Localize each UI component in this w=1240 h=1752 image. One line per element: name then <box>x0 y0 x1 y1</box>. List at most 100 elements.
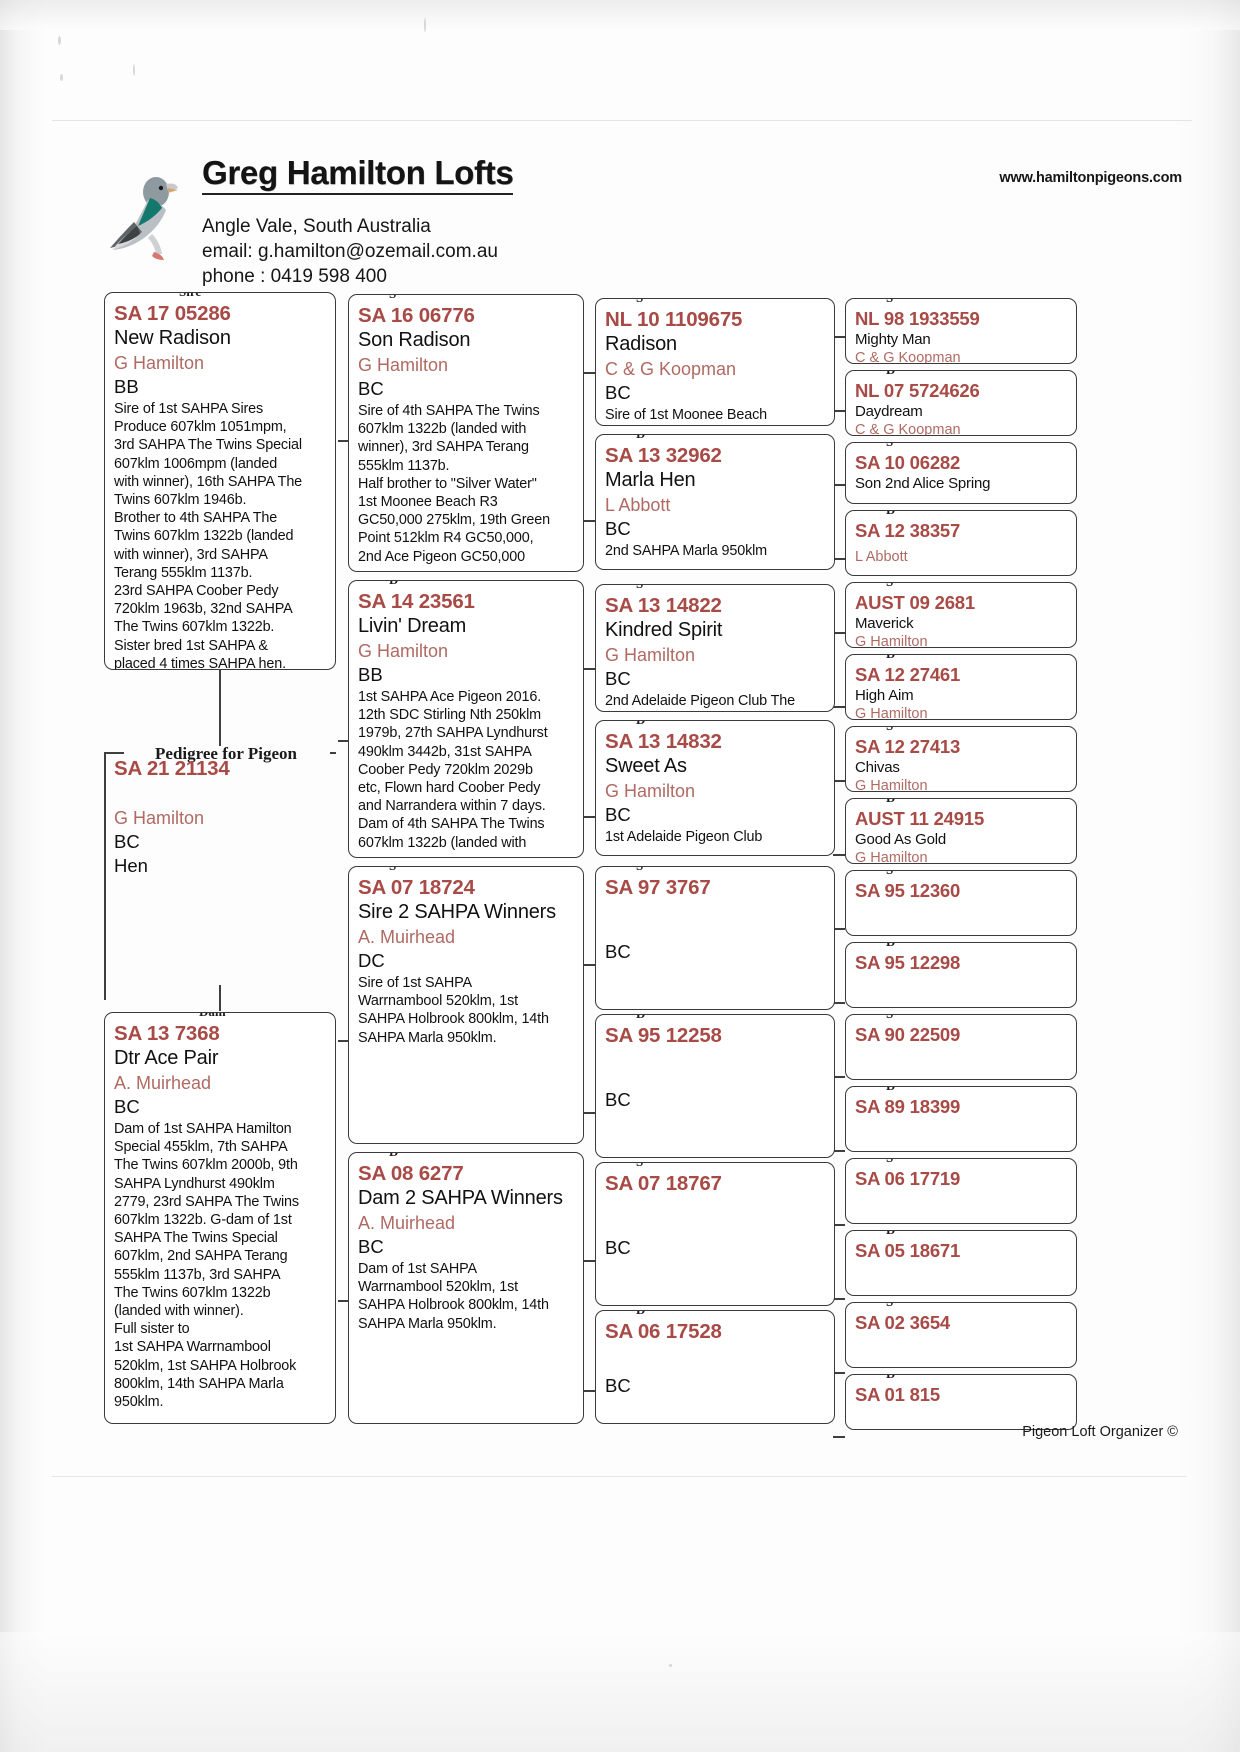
connector <box>338 440 348 442</box>
ring-number: SA 95 12258 <box>605 1024 722 1047</box>
ring-number: SA 97 3767 <box>605 876 711 899</box>
pigeon-name: New Radison <box>114 327 231 349</box>
ring-number: SA 01 815 <box>855 1384 940 1405</box>
performance-notes: 2nd SAHPA Marla 950klm <box>605 543 768 559</box>
pedigree-card-g3-5[interactable]: S SA 97 3767 BC <box>595 866 835 1010</box>
colour-code: BC <box>605 518 631 539</box>
colour-code: BC <box>605 382 631 403</box>
pedigree-card-g4-8[interactable]: D AUST 11 24915 Good As Gold G Hamilton <box>845 798 1077 864</box>
ring-number: SA 06 17719 <box>855 1168 961 1189</box>
pedigree-card-sire-dam[interactable]: D SA 14 23561 Livin' Dream G Hamilton BB… <box>348 580 584 858</box>
pedigree-card-dam[interactable]: Dam SA 13 7368 Dtr Ace Pair A. Muirhead … <box>104 1012 336 1424</box>
card-tag-d: D <box>630 721 652 727</box>
pedigree-card-g4-5[interactable]: S AUST 09 2681 Maverick G Hamilton <box>845 582 1077 648</box>
scan-edge-top <box>0 0 1240 30</box>
breeder-name: L Abbott <box>855 549 908 565</box>
pedigree-card-g3-7[interactable]: S SA 07 18767 BC <box>595 1162 835 1306</box>
subject-pigeon-block: SA 21 21134 G Hamilton BC Hen <box>104 756 336 878</box>
performance-notes: Sire of 1st SAHPA Sires Produce 607klm 1… <box>114 401 303 670</box>
pigeon-name: Maverick <box>855 615 914 632</box>
pedigree-card-g4-3[interactable]: S SA 10 06282 Son 2nd Alice Spring <box>845 442 1077 504</box>
pedigree-card-g4-4[interactable]: D SA 12 38357 L Abbott <box>845 510 1077 576</box>
card-tag-s: S <box>880 727 900 733</box>
ring-number: SA 13 14832 <box>605 730 722 753</box>
pedigree-card-g4-9[interactable]: S SA 95 12360 <box>845 870 1077 936</box>
pigeon-name: Son 2nd Alice Spring <box>855 475 991 492</box>
breeder-name: A. Muirhead <box>114 1073 212 1093</box>
connector <box>833 928 845 930</box>
connector <box>833 336 845 338</box>
pedigree-card-g4-14[interactable]: D SA 05 18671 <box>845 1230 1077 1296</box>
breeder-name: G Hamilton <box>855 778 928 792</box>
card-tag-s: S <box>630 299 650 305</box>
pigeon-name: Mighty Man <box>855 331 931 348</box>
pedigree-card-g3-3[interactable]: S SA 13 14822 Kindred Spirit G Hamilton … <box>595 584 835 712</box>
ring-number: SA 08 6277 <box>358 1162 464 1185</box>
connector <box>833 1224 845 1226</box>
pigeon-name <box>605 1196 826 1236</box>
card-tag-d: D <box>880 1375 902 1381</box>
ring-number: NL 07 5724626 <box>855 380 980 401</box>
pedigree-card-g3-2[interactable]: D SA 13 32962 Marla Hen L Abbott BC 2nd … <box>595 434 835 570</box>
scan-edge-left <box>0 0 46 1752</box>
card-tag-s: S <box>383 295 403 301</box>
card-tag-d: D <box>383 581 405 587</box>
pedigree-card-g4-15[interactable]: S SA 02 3654 <box>845 1302 1077 1368</box>
pigeon-name: Good As Gold <box>855 831 946 848</box>
connector <box>338 1040 348 1042</box>
colour-code: BC <box>114 1096 140 1117</box>
pedigree-card-sire[interactable]: Sire SA 17 05286 New Radison G Hamilton … <box>104 292 336 670</box>
performance-notes: 1st SAHPA Ace Pigeon 2016. 12th SDC Stir… <box>358 689 548 851</box>
pedigree-card-sire-sire[interactable]: S SA 16 06776 Son Radison G Hamilton BC … <box>348 294 584 572</box>
scan-edge-bottom <box>0 1632 1240 1752</box>
connector <box>583 520 595 522</box>
connector <box>833 854 845 856</box>
ring-number: SA 89 18399 <box>855 1096 961 1117</box>
pedigree-card-g3-6[interactable]: D SA 95 12258 BC <box>595 1014 835 1158</box>
contact-location: Angle Vale, South Australia <box>202 216 431 237</box>
connector <box>833 632 845 634</box>
pedigree-card-dam-dam[interactable]: D SA 08 6277 Dam 2 SAHPA Winners A. Muir… <box>348 1152 584 1424</box>
connector <box>833 780 845 782</box>
pigeon-logo-icon <box>110 177 178 260</box>
connector <box>219 985 221 1011</box>
pedigree-card-g4-2[interactable]: D NL 07 5724626 Daydream C & G Koopman <box>845 370 1077 436</box>
pigeon-name: Sweet As <box>605 755 687 777</box>
card-tag-d: D <box>880 799 902 805</box>
connector <box>833 1002 845 1004</box>
pigeon-name: Son Radison <box>358 329 471 351</box>
ring-number: SA 12 38357 <box>855 520 961 541</box>
card-tag-d: D <box>880 1087 902 1093</box>
pigeon-name: Kindred Spirit <box>605 619 723 641</box>
website-url[interactable]: www.hamiltonpigeons.com <box>999 170 1182 186</box>
breeder-name: G Hamilton <box>855 850 928 864</box>
pedigree-card-g3-1[interactable]: S NL 10 1109675 Radison C & G Koopman BC… <box>595 298 835 426</box>
card-tag-s: S <box>880 583 900 589</box>
pedigree-card-g4-6[interactable]: D SA 12 27461 High Aim G Hamilton <box>845 654 1077 720</box>
pedigree-card-dam-sire[interactable]: S SA 07 18724 Sire 2 SAHPA Winners A. Mu… <box>348 866 584 1144</box>
card-tag-s: S <box>880 1303 900 1309</box>
card-tag-s: S <box>630 867 650 873</box>
breeder-name: A. Muirhead <box>358 927 456 947</box>
card-tag-d: D <box>880 371 902 377</box>
connector <box>833 410 845 412</box>
pedigree-card-g4-12[interactable]: D SA 89 18399 <box>845 1086 1077 1152</box>
pedigree-card-g4-11[interactable]: S SA 90 22509 <box>845 1014 1077 1080</box>
contact-phone: phone : 0419 598 400 <box>202 266 387 287</box>
subject-sex: Hen <box>114 855 148 876</box>
pedigree-card-g4-16[interactable]: D SA 01 815 <box>845 1374 1077 1430</box>
pigeon-name: Radison <box>605 333 677 355</box>
contact-email: email: g.hamilton@ozemail.com.au <box>202 241 498 262</box>
ring-number: SA 95 12360 <box>855 880 961 901</box>
performance-notes: 2nd Adelaide Pigeon Club The <box>605 693 795 709</box>
breeder-name: G Hamilton <box>114 353 205 373</box>
pedigree-card-g4-7[interactable]: S SA 12 27413 Chivas G Hamilton <box>845 726 1077 792</box>
pigeon-name <box>605 1048 826 1088</box>
pedigree-card-g3-4[interactable]: D SA 13 14832 Sweet As G Hamilton BC 1st… <box>595 720 835 856</box>
pedigree-card-g4-13[interactable]: S SA 06 17719 <box>845 1158 1077 1224</box>
pedigree-card-g4-10[interactable]: D SA 95 12298 <box>845 942 1077 1008</box>
breeder-name: G Hamilton <box>605 781 696 801</box>
pedigree-card-g3-8[interactable]: D SA 06 17528 BC <box>595 1310 835 1424</box>
pedigree-card-g4-1[interactable]: S NL 98 1933559 Mighty Man C & G Koopman <box>845 298 1077 364</box>
